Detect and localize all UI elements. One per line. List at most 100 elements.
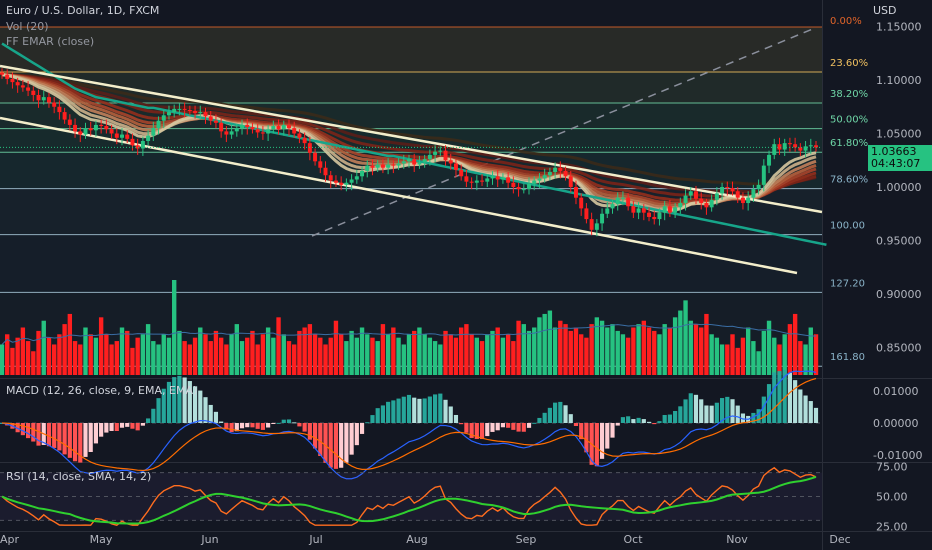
volume-bar — [667, 327, 673, 375]
macd-histogram-bar — [281, 419, 286, 423]
macd-histogram-bar — [302, 423, 307, 432]
channel-upper-line — [0, 64, 823, 214]
candle — [573, 187, 578, 198]
candle — [67, 119, 72, 125]
candle — [203, 112, 208, 117]
volume-bar — [391, 327, 396, 375]
volume-bar — [229, 334, 234, 375]
macd-histogram-bar — [114, 423, 119, 432]
volume-bar — [172, 280, 177, 375]
volume-bar — [396, 337, 401, 375]
macd-axis-tick: 0.01000 — [873, 385, 919, 398]
macd-histogram-bar — [119, 423, 125, 428]
macd-histogram-bar — [584, 423, 589, 453]
volume-bar — [365, 334, 370, 375]
volume-bar — [36, 330, 41, 375]
macd-histogram-bar — [36, 423, 41, 446]
volume-bar — [485, 334, 490, 375]
macd-histogram-bar — [328, 423, 333, 468]
candle — [694, 191, 698, 199]
candle — [46, 97, 51, 103]
candle — [380, 164, 385, 168]
candle — [255, 129, 260, 133]
macd-histogram-bar — [605, 423, 610, 449]
macd-histogram-bar — [553, 402, 558, 423]
candle — [500, 177, 505, 180]
macd-histogram-bar — [725, 396, 730, 423]
candle — [166, 112, 171, 116]
candle — [307, 143, 312, 153]
candle — [20, 85, 25, 88]
volume-bar — [432, 341, 438, 375]
macd-histogram-bar — [245, 423, 250, 428]
fib-level-label: 23.60% — [830, 58, 868, 69]
volume-bar — [469, 334, 474, 375]
candle — [302, 137, 307, 144]
volume-indicator-label[interactable]: Vol (20) — [6, 20, 49, 33]
candle — [73, 124, 78, 132]
candle — [704, 203, 709, 208]
volume-bar — [568, 330, 573, 375]
candle — [735, 191, 740, 198]
macd-histogram-bar — [219, 421, 224, 423]
candle — [339, 182, 344, 185]
volume-bar — [0, 344, 5, 375]
macd-label[interactable]: MACD (12, 26, close, 9, EMA, EMA) — [6, 384, 198, 397]
volume-bar — [652, 330, 657, 375]
volume-bar — [610, 324, 615, 375]
volume-bar — [198, 327, 203, 375]
macd-histogram-bar — [166, 381, 172, 423]
macd-histogram-bar — [558, 401, 563, 423]
volume-bar — [745, 327, 751, 375]
candle — [600, 213, 605, 224]
rsi-label[interactable]: RSI (14, close, SMA, 14, 2) — [6, 470, 152, 483]
volume-bar — [239, 341, 245, 375]
macd-histogram-bar — [532, 422, 537, 424]
rsi-axis-tick: 50.00 — [876, 491, 908, 504]
macd-histogram-bar — [803, 395, 808, 423]
candle — [234, 128, 239, 132]
macd-histogram-bar — [109, 423, 114, 431]
macd-histogram-bar — [255, 423, 260, 429]
ema-ribbon-label[interactable]: FF EMAR (close) — [6, 35, 95, 48]
candle — [594, 223, 599, 230]
candle — [678, 203, 683, 208]
candle — [229, 131, 234, 135]
candle — [83, 128, 88, 135]
price-axis-tick: 1.00000 — [876, 181, 922, 194]
volume-bar — [213, 330, 219, 375]
candle — [417, 162, 422, 165]
volume-bar — [709, 334, 714, 375]
macd-histogram-bar — [93, 423, 99, 444]
volume-bar — [448, 334, 453, 375]
macd-histogram-bar — [709, 405, 714, 423]
macd-histogram-bar — [511, 423, 516, 430]
candle — [344, 182, 349, 185]
candle — [245, 124, 250, 128]
price-axis-tick: 0.85000 — [876, 342, 922, 355]
candle — [276, 126, 281, 130]
candle — [782, 143, 787, 150]
time-axis-tick: Jul — [308, 533, 322, 546]
volume-bar — [547, 310, 553, 375]
rsi-axis-tick: 75.00 — [876, 461, 908, 474]
candle — [568, 176, 573, 187]
macd-histogram-bar — [104, 423, 109, 433]
candle — [156, 120, 161, 129]
macd-histogram-bar — [260, 423, 265, 430]
volume-bar — [328, 337, 333, 375]
candle — [386, 164, 391, 168]
volume-bar — [359, 327, 365, 375]
candle — [219, 122, 224, 132]
candle — [485, 178, 490, 182]
volume-bar — [370, 337, 375, 375]
volume-bar — [751, 341, 756, 375]
volume-bar — [699, 327, 704, 375]
candle — [662, 206, 667, 213]
time-axis-tick: Nov — [726, 533, 748, 546]
macd-histogram-bar — [693, 394, 699, 423]
candle — [740, 197, 745, 204]
macd-histogram-bar — [146, 418, 151, 423]
volume-bar — [156, 344, 161, 375]
